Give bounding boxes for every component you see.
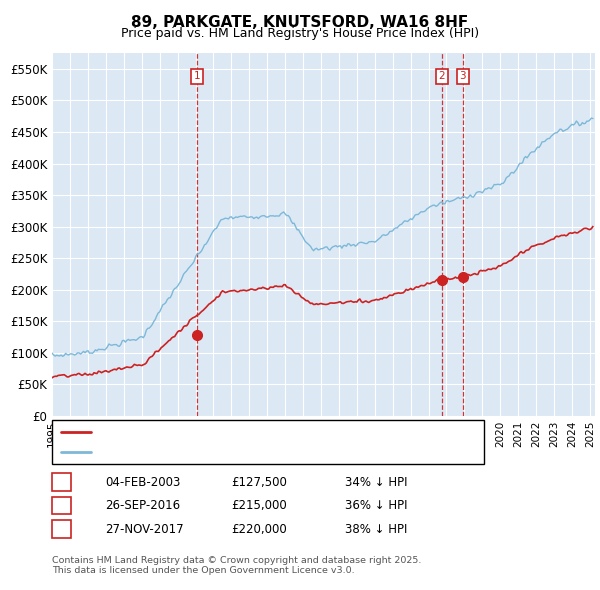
Text: 27-NOV-2017: 27-NOV-2017	[105, 523, 184, 536]
Text: 89, PARKGATE, KNUTSFORD, WA16 8HF: 89, PARKGATE, KNUTSFORD, WA16 8HF	[131, 15, 469, 30]
Text: 04-FEB-2003: 04-FEB-2003	[105, 476, 181, 489]
Text: 1: 1	[58, 477, 65, 487]
Text: 89, PARKGATE, KNUTSFORD, WA16 8HF (detached house): 89, PARKGATE, KNUTSFORD, WA16 8HF (detac…	[98, 428, 419, 437]
Text: Contains HM Land Registry data © Crown copyright and database right 2025.
This d: Contains HM Land Registry data © Crown c…	[52, 556, 422, 575]
Text: 34% ↓ HPI: 34% ↓ HPI	[345, 476, 407, 489]
Text: £220,000: £220,000	[231, 523, 287, 536]
Text: 3: 3	[58, 525, 65, 534]
Text: Price paid vs. HM Land Registry's House Price Index (HPI): Price paid vs. HM Land Registry's House …	[121, 27, 479, 40]
Text: 26-SEP-2016: 26-SEP-2016	[105, 499, 180, 512]
Text: 2: 2	[439, 71, 445, 81]
Text: HPI: Average price, detached house, Cheshire East: HPI: Average price, detached house, Ches…	[98, 447, 381, 457]
Text: £215,000: £215,000	[231, 499, 287, 512]
Text: £127,500: £127,500	[231, 476, 287, 489]
Text: 36% ↓ HPI: 36% ↓ HPI	[345, 499, 407, 512]
Text: 1: 1	[194, 71, 200, 81]
Text: 38% ↓ HPI: 38% ↓ HPI	[345, 523, 407, 536]
Text: 2: 2	[58, 501, 65, 510]
Text: 3: 3	[460, 71, 466, 81]
